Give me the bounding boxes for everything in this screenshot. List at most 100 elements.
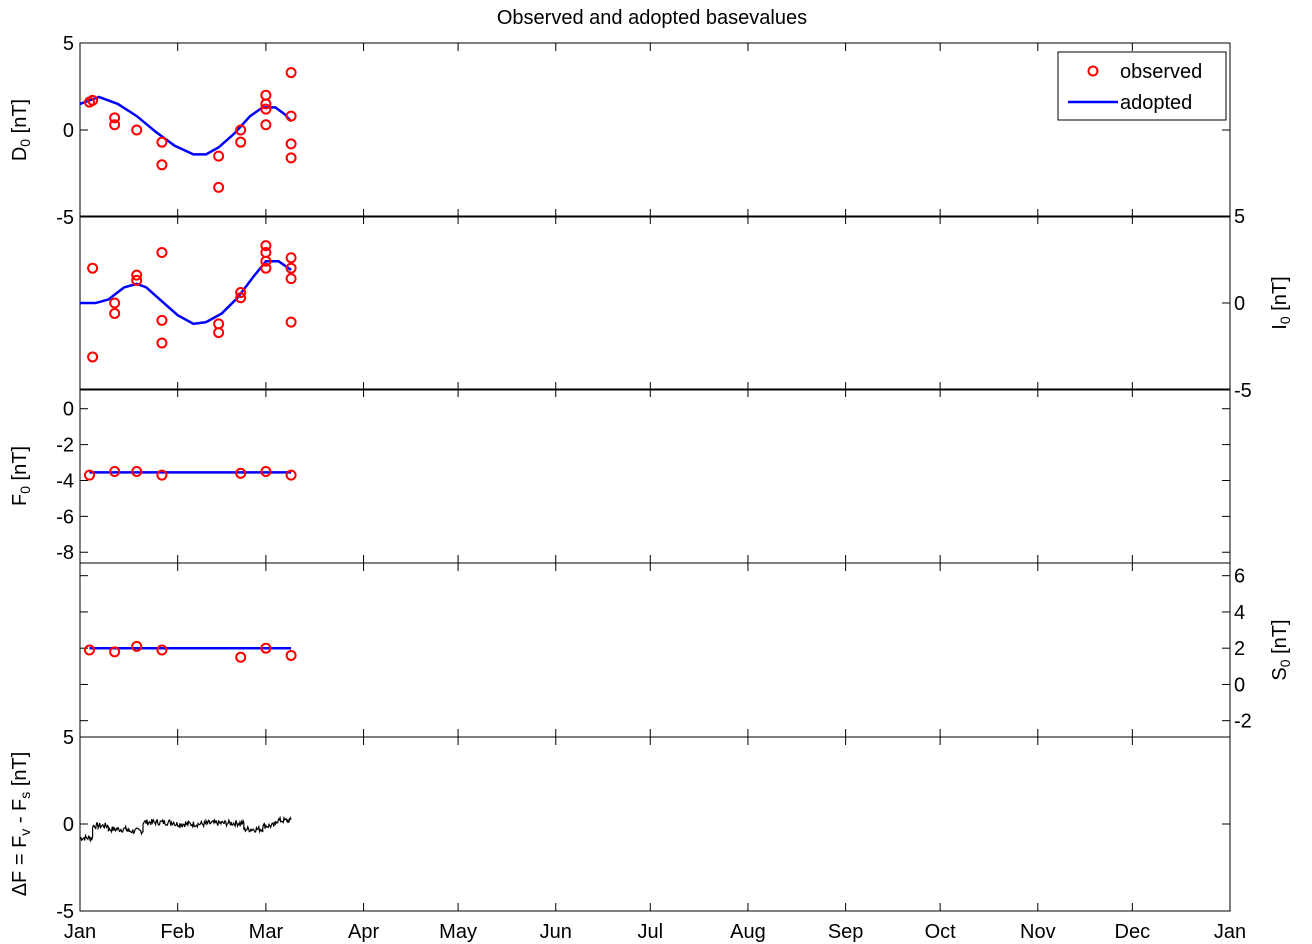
panel-S0-observed-point <box>156 644 168 656</box>
panel-F0-observed-point <box>260 466 272 478</box>
panel-F0-observed-point <box>285 469 297 481</box>
panel-I0-ytick-label: -5 <box>1234 380 1252 402</box>
panel-S0-ylabel: S0 [nT] <box>1269 619 1293 680</box>
panel-D0-ytick-label: -5 <box>56 207 74 229</box>
panel-I0-observed-point <box>131 269 143 281</box>
legend-observed-label: observed <box>1120 61 1202 83</box>
legend-box <box>1057 51 1227 121</box>
ylabel-subscript: s <box>17 792 33 799</box>
panel-dF-ylabel: ΔF = Fv - Fs [nT] <box>9 752 33 897</box>
panel-F0-ytick-label: -4 <box>56 470 74 492</box>
panel-D0-ylabel: D0 [nT] <box>9 99 33 161</box>
panel-S0-ytick-label: -2 <box>1234 711 1252 733</box>
panel-I0-ylabel: I0 [nT] <box>1269 276 1293 329</box>
panel-D0-observed-point <box>156 136 168 148</box>
panel-I0-observed-point <box>260 240 272 252</box>
panel-S0-observed-point <box>109 646 121 658</box>
x-tick-label-oct: Oct <box>925 921 957 943</box>
ylabel-text: [nT] <box>1269 619 1291 659</box>
ylabel-subscript: 0 <box>1277 659 1293 667</box>
x-tick-label-may: May <box>439 921 477 943</box>
panel-F0-ytick-label: -8 <box>56 542 74 564</box>
panel-F0-observed-point <box>235 467 247 479</box>
panel-D0-ytick-label: 0 <box>63 120 74 142</box>
panel-D0-observed-point <box>87 94 99 106</box>
ylabel-subscript: 0 <box>17 139 33 147</box>
panel-I0-observed-point <box>285 252 297 264</box>
panel-F0-observed-point <box>156 469 168 481</box>
panel-I0-frame <box>79 215 1231 391</box>
panel-I0-observed-point <box>87 351 99 363</box>
panel-S0-observed-point <box>285 649 297 661</box>
panel-S0-ytick-label: 4 <box>1234 602 1245 624</box>
ylabel-text: F <box>9 494 31 506</box>
panel-D0-observed-point <box>235 136 247 148</box>
panel-S0-ytick-label: 2 <box>1234 638 1245 660</box>
ylabel-text: ΔF = F <box>9 836 31 897</box>
panel-F0-ytick-label: -2 <box>56 435 74 457</box>
panel-dF-frame <box>79 736 1231 912</box>
panel-S0-observed-point <box>260 642 272 654</box>
panel-I0-observed-point <box>156 337 168 349</box>
panel-dF-ytick-label: 5 <box>63 727 74 749</box>
panel-I0-observed-point <box>285 316 297 328</box>
panel-D0-observed-point <box>285 138 297 150</box>
ylabel-subscript: v <box>17 829 33 836</box>
panel-D0-observed-point <box>213 181 225 193</box>
panel-I0-adopted-line <box>80 259 292 326</box>
panel-I0-observed-point <box>156 314 168 326</box>
legend-adopted-label: adopted <box>1120 92 1192 114</box>
ylabel-text: [nT] <box>9 446 31 486</box>
panel-D0-observed-point <box>109 112 121 124</box>
panel-F0-observed-point <box>83 469 95 481</box>
panel-F0-ytick-label: -6 <box>56 506 74 528</box>
ylabel-text: I <box>1269 324 1291 330</box>
panel-I0-observed-point <box>156 247 168 259</box>
panel-I0-observed-point <box>235 287 247 299</box>
ylabel-text: [nT] <box>1269 276 1291 316</box>
panel-dF-trace <box>79 815 292 843</box>
ylabel-text: D <box>9 147 31 161</box>
panel-D0-adopted-line <box>79 95 293 156</box>
panel-I0-observed-point <box>285 262 297 274</box>
panel-S0-ytick-label: 6 <box>1234 566 1245 588</box>
panel-S0-ytick-label: 0 <box>1234 674 1245 696</box>
panel-F0-ytick-label: 0 <box>63 399 74 421</box>
panel-D0-observed-point <box>131 124 143 136</box>
x-tick-label-apr: Apr <box>348 921 379 943</box>
panel-D0-observed-point <box>260 89 272 101</box>
panel-I0-ytick-label: 0 <box>1234 293 1245 315</box>
ylabel-text: S <box>1269 667 1291 680</box>
ylabel-subscript: 0 <box>17 486 33 494</box>
panel-I0-observed-point <box>109 297 121 309</box>
panel-I0-observed-point <box>213 318 225 330</box>
panel-I0-ytick-label: 5 <box>1234 206 1245 228</box>
panel-dF: -5 0 5 ΔF = Fv - Fs [nT] <box>9 727 1231 923</box>
panel-S0-frame <box>79 562 1231 738</box>
panel-I0-observed-point <box>260 262 272 274</box>
panel-D0-observed-point <box>235 124 247 136</box>
legend-observed-marker <box>1087 65 1099 77</box>
ylabel-subscript: 0 <box>1277 316 1293 324</box>
ylabel-text: - F <box>9 799 31 829</box>
x-tick-label-dec: Dec <box>1115 921 1151 943</box>
ylabel-text: [nT] <box>9 99 31 139</box>
ylabel-text: [nT] <box>9 752 31 792</box>
panel-D0-observed-point <box>285 67 297 79</box>
chart-title: Observed and adopted basevalues <box>497 7 807 29</box>
panel-D0-observed-point <box>285 152 297 164</box>
panel-S0-observed-point <box>83 644 95 656</box>
panel-F0-observed-point <box>109 466 121 478</box>
legend: observed adopted <box>1057 51 1227 121</box>
x-tick-label-mar: Mar <box>249 921 284 943</box>
x-tick-label-aug: Aug <box>730 921 766 943</box>
x-tick-label-jun: Jun <box>540 921 572 943</box>
panel-I0-observed-point <box>109 307 121 319</box>
panel-I0-observed-point <box>260 255 272 267</box>
x-tick-label-jan: Jan <box>1214 921 1246 943</box>
